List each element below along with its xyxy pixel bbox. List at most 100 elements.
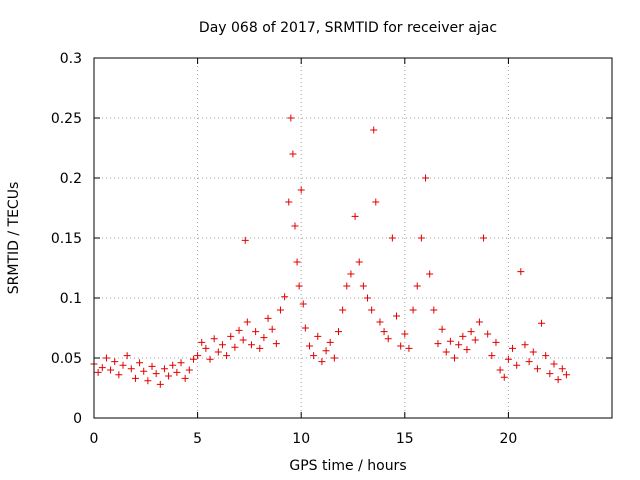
data-point bbox=[446, 337, 454, 345]
data-point bbox=[173, 368, 181, 376]
data-point bbox=[127, 365, 135, 373]
x-tick-label: 0 bbox=[90, 431, 99, 447]
data-point bbox=[413, 282, 421, 290]
data-point bbox=[198, 338, 206, 346]
data-point bbox=[227, 332, 235, 340]
data-point bbox=[417, 234, 425, 242]
data-point bbox=[343, 282, 351, 290]
data-point bbox=[177, 359, 185, 367]
data-point bbox=[347, 270, 355, 278]
data-point bbox=[554, 376, 562, 384]
data-point bbox=[558, 365, 566, 373]
data-point bbox=[529, 348, 537, 356]
data-point bbox=[438, 325, 446, 333]
data-point bbox=[202, 344, 210, 352]
data-point bbox=[459, 332, 467, 340]
data-point bbox=[140, 367, 148, 375]
data-point bbox=[525, 358, 533, 366]
data-point bbox=[326, 338, 334, 346]
data-point bbox=[301, 324, 309, 332]
data-point bbox=[206, 355, 214, 363]
data-point bbox=[165, 372, 173, 380]
data-point bbox=[492, 338, 500, 346]
data-point bbox=[152, 370, 160, 378]
y-tick-labels: 0 0.05 0.1 0.15 0.2 0.25 0.3 bbox=[51, 51, 82, 427]
data-point bbox=[496, 366, 504, 374]
data-point bbox=[235, 326, 243, 334]
data-point bbox=[98, 364, 106, 372]
data-point bbox=[380, 328, 388, 336]
data-point bbox=[239, 336, 247, 344]
data-point bbox=[160, 365, 168, 373]
plot-area bbox=[90, 57, 613, 419]
y-tick-label: 0.3 bbox=[60, 51, 82, 67]
data-point bbox=[351, 212, 359, 220]
data-points bbox=[90, 114, 570, 388]
data-point bbox=[355, 258, 363, 266]
data-point bbox=[397, 342, 405, 350]
data-point bbox=[272, 340, 280, 348]
y-tick-label: 0.15 bbox=[51, 231, 82, 247]
data-point bbox=[281, 293, 289, 301]
x-tick-label: 10 bbox=[292, 431, 310, 447]
y-tick-label: 0.2 bbox=[60, 171, 82, 187]
data-point bbox=[533, 365, 541, 373]
data-point bbox=[107, 366, 115, 374]
data-point bbox=[393, 312, 401, 320]
data-point bbox=[181, 374, 189, 382]
y-tick-label: 0.25 bbox=[51, 111, 82, 127]
data-point bbox=[169, 361, 177, 369]
x-tick-label: 5 bbox=[193, 431, 202, 447]
data-point bbox=[260, 334, 268, 342]
data-point bbox=[297, 186, 305, 194]
data-point bbox=[500, 373, 508, 381]
data-point bbox=[330, 354, 338, 362]
data-point bbox=[376, 318, 384, 326]
data-point bbox=[136, 359, 144, 367]
data-point bbox=[517, 268, 525, 276]
data-point bbox=[484, 330, 492, 338]
data-point bbox=[243, 318, 251, 326]
data-point bbox=[513, 361, 521, 369]
data-point bbox=[102, 354, 110, 362]
data-point bbox=[223, 352, 231, 360]
data-point bbox=[488, 352, 496, 360]
data-point bbox=[422, 174, 430, 182]
x-tick-labels: 0 5 10 15 20 bbox=[90, 431, 518, 447]
data-point bbox=[504, 355, 512, 363]
data-point bbox=[562, 371, 570, 379]
y-tick-label: 0.05 bbox=[51, 351, 82, 367]
data-point bbox=[455, 341, 463, 349]
data-point bbox=[291, 222, 299, 230]
data-point bbox=[194, 352, 202, 360]
data-point bbox=[94, 368, 102, 376]
data-point bbox=[521, 341, 529, 349]
data-point bbox=[231, 343, 239, 351]
data-point bbox=[299, 300, 307, 308]
data-point bbox=[314, 332, 322, 340]
data-point bbox=[388, 234, 396, 242]
data-point bbox=[546, 370, 554, 378]
data-point bbox=[442, 348, 450, 356]
data-point bbox=[185, 366, 193, 374]
data-point bbox=[471, 336, 479, 344]
data-point bbox=[111, 358, 119, 366]
data-point bbox=[463, 346, 471, 354]
x-tick-label: 15 bbox=[396, 431, 414, 447]
plot-background bbox=[94, 58, 612, 418]
data-point bbox=[339, 306, 347, 314]
data-point bbox=[475, 318, 483, 326]
data-point bbox=[214, 348, 222, 356]
data-point bbox=[218, 341, 226, 349]
y-axis-label: SRMTID / TECUs bbox=[6, 182, 22, 295]
data-point bbox=[241, 236, 249, 244]
data-point bbox=[123, 352, 131, 360]
data-point bbox=[264, 314, 272, 322]
data-point bbox=[372, 198, 380, 206]
data-point bbox=[451, 354, 459, 362]
data-point bbox=[384, 335, 392, 343]
data-point bbox=[256, 344, 264, 352]
data-point bbox=[119, 361, 127, 369]
data-point bbox=[289, 150, 297, 158]
